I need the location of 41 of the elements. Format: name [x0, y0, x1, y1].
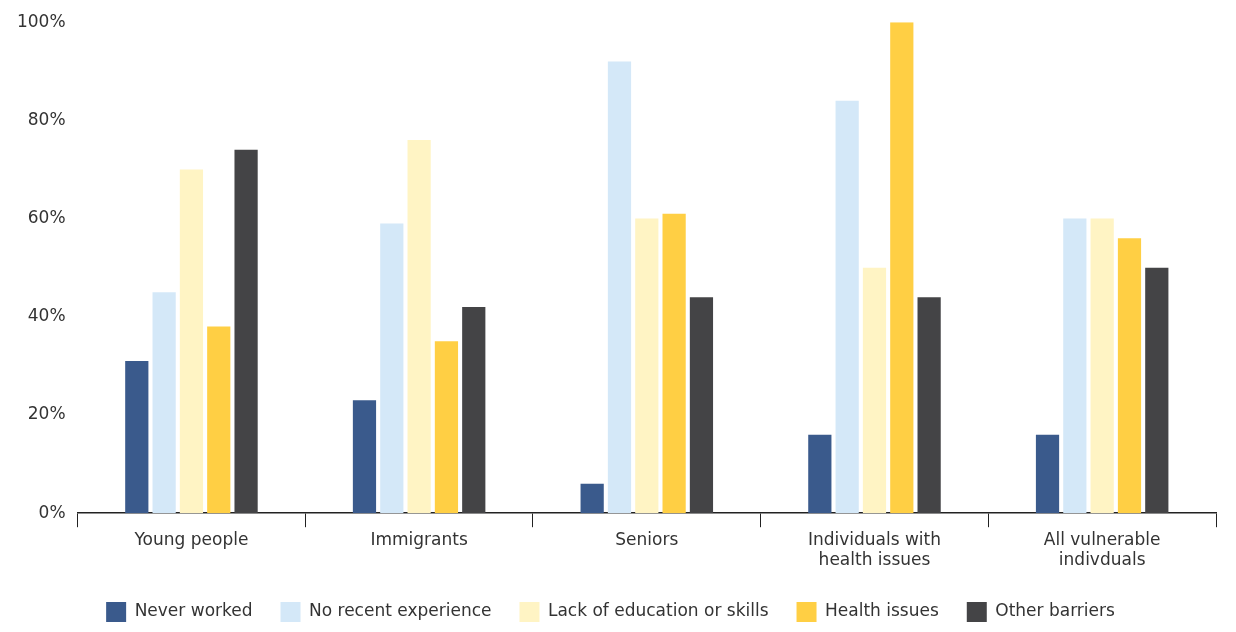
legend-label: Lack of education or skills	[547, 600, 769, 621]
legend-label: No recent experience	[309, 600, 492, 621]
bar	[434, 341, 459, 514]
bar	[125, 360, 149, 514]
bar	[152, 292, 176, 514]
x-tick-label: Seniors	[615, 528, 679, 549]
bar	[380, 223, 404, 514]
bar	[662, 213, 686, 514]
bar	[808, 434, 832, 514]
bar	[207, 326, 231, 514]
legend-label: Other barriers	[995, 600, 1116, 621]
bar	[234, 149, 258, 514]
bar	[1035, 434, 1060, 514]
bar	[890, 22, 914, 514]
bar	[635, 218, 659, 514]
bar	[862, 267, 887, 514]
y-tick-label: 80%	[27, 108, 66, 129]
x-tick-label: Young people	[133, 528, 249, 549]
bar	[689, 297, 714, 514]
bar	[352, 400, 377, 514]
y-tick-label: 100%	[16, 10, 66, 31]
y-tick-label: 20%	[27, 403, 66, 424]
bar	[1117, 238, 1142, 514]
bar	[1145, 267, 1169, 514]
x-tick-label: Immigrants	[370, 528, 468, 549]
y-tick-label: 0%	[38, 501, 66, 522]
bar	[580, 483, 604, 514]
bar	[917, 297, 941, 514]
bar	[835, 100, 859, 514]
legend-label: Health issues	[825, 600, 939, 621]
bar	[407, 140, 431, 514]
x-tick-label: Individuals with health issues	[807, 528, 942, 570]
bar	[607, 61, 632, 514]
legend-label: Never worked	[134, 600, 253, 621]
y-tick-label: 60%	[27, 207, 66, 228]
x-tick-label: All vulnerable indivduals	[1043, 528, 1161, 570]
bar	[179, 169, 204, 514]
bar	[462, 306, 486, 514]
bar	[1090, 218, 1114, 514]
bar	[1063, 218, 1087, 514]
y-tick-label: 40%	[27, 305, 66, 326]
